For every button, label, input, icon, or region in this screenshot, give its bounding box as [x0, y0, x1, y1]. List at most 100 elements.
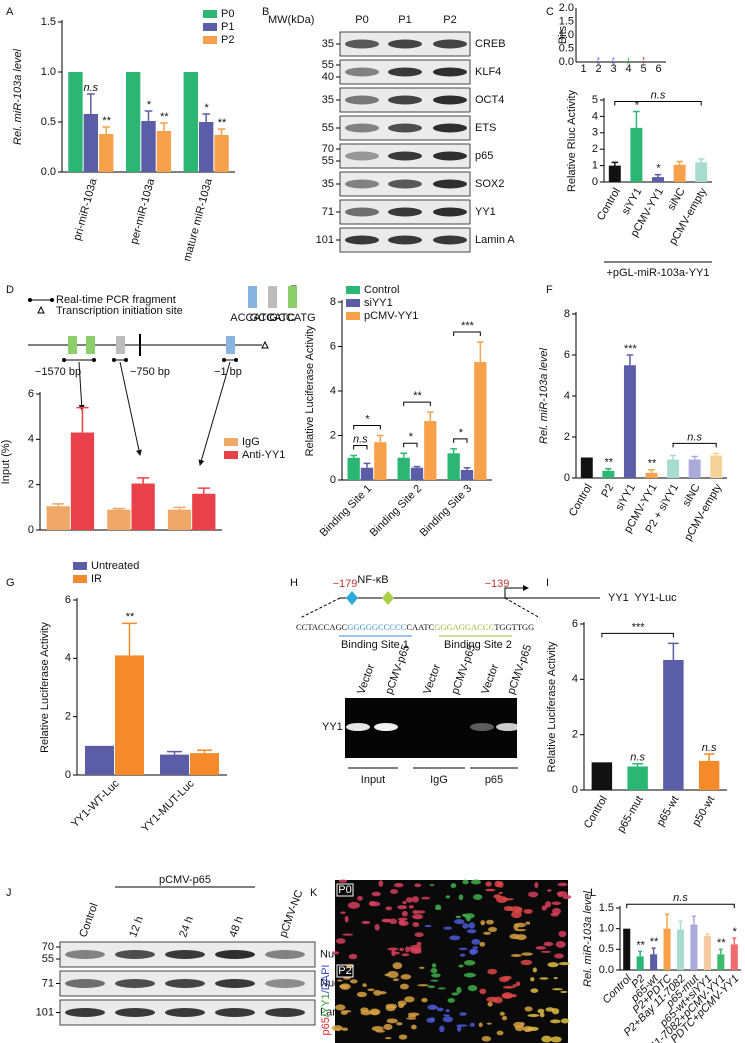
error-bar — [76, 406, 89, 433]
site-label: Binding Site 2 — [444, 639, 512, 651]
cell — [357, 895, 363, 901]
error-bar — [112, 507, 125, 510]
cell — [392, 962, 403, 970]
blot-band — [388, 39, 422, 49]
mw-label: 71 — [42, 977, 54, 989]
bar — [690, 924, 698, 970]
protein-label: SOX2 — [475, 178, 504, 190]
error-bar — [654, 173, 662, 178]
cell — [547, 889, 552, 892]
cell — [539, 977, 549, 980]
cell — [480, 920, 486, 926]
cell — [341, 1010, 352, 1013]
blot-band — [215, 979, 255, 988]
bracket-label: * — [365, 413, 370, 425]
significance-label: n.s — [83, 82, 98, 94]
y-tick-label: 2 — [330, 429, 336, 441]
sequence-part: GGGAGGACCC — [434, 622, 494, 632]
bracket-label: ** — [413, 390, 422, 402]
cell — [485, 881, 492, 887]
sequence-part: CCTACCAGC — [296, 622, 348, 632]
blot-band — [165, 950, 205, 959]
blot-band — [215, 950, 255, 959]
logo-tick-label: 0.0 — [559, 56, 574, 68]
bar — [156, 131, 172, 172]
cell — [487, 968, 498, 975]
zoom-line — [299, 597, 541, 619]
legend-swatch — [224, 451, 238, 459]
mw-label: 101 — [36, 1006, 54, 1018]
bar — [645, 472, 658, 478]
logo-position: 4 — [625, 63, 631, 75]
cell — [515, 928, 527, 932]
cell — [457, 1025, 462, 1032]
error-bar — [676, 160, 683, 165]
cell — [367, 988, 375, 992]
blot-band — [388, 123, 422, 133]
cell — [552, 988, 563, 991]
cell — [361, 920, 371, 925]
y-tick-label: 2 — [592, 143, 598, 155]
cell — [405, 946, 410, 953]
cell — [450, 883, 457, 889]
cell — [501, 992, 514, 999]
error-bar — [651, 947, 656, 955]
lane-label: 12 h — [127, 915, 146, 939]
bracket-label: n.s — [353, 433, 368, 445]
pcr-dot — [234, 358, 238, 362]
cell — [463, 972, 476, 978]
cell — [471, 938, 481, 945]
bar — [447, 453, 460, 480]
legend-label: Transcription initiation site — [56, 305, 183, 317]
significance-label: ** — [160, 111, 169, 123]
cell — [350, 979, 358, 984]
bar — [698, 760, 720, 790]
blot-band — [345, 207, 379, 217]
pcr-dot — [124, 358, 128, 362]
cell — [447, 998, 455, 1003]
legend-label: siYY1 — [364, 297, 393, 309]
cell — [356, 991, 367, 998]
diagram-arrows — [78, 361, 231, 466]
cell — [414, 883, 422, 888]
bracket-label: n.s — [673, 892, 688, 904]
cell — [528, 891, 539, 898]
cell — [411, 1024, 417, 1030]
cell — [421, 997, 428, 1003]
error-bar — [712, 452, 720, 456]
error-bar — [648, 469, 655, 473]
bar — [99, 134, 114, 172]
cell — [404, 996, 415, 1003]
position-label: −139 — [485, 578, 510, 590]
cell — [470, 879, 481, 885]
y-tick-label: 4 — [65, 652, 71, 664]
error-bar — [632, 762, 643, 767]
error-bar — [102, 126, 111, 134]
bar — [627, 766, 648, 790]
x-tick-label: P2 — [599, 482, 616, 500]
bar — [374, 442, 387, 480]
cell — [339, 984, 349, 989]
lane-group-label: pCMV-p65 — [159, 874, 211, 886]
cell — [553, 976, 558, 980]
y-tick-label: 1.0 — [599, 923, 614, 935]
pcr-dot — [112, 358, 116, 362]
cell — [525, 921, 531, 925]
motif-site — [86, 336, 95, 354]
cell — [459, 953, 466, 957]
cell — [427, 985, 436, 989]
blot-band — [433, 235, 467, 245]
cell — [510, 954, 522, 957]
cell — [456, 986, 462, 994]
y-tick-label: 4 — [28, 433, 34, 445]
y-tick-label: 0.0 — [41, 166, 56, 178]
blot-band — [345, 67, 379, 77]
cell — [539, 1012, 545, 1018]
error-bar — [450, 448, 457, 454]
cell — [532, 967, 537, 973]
cell — [397, 917, 408, 921]
mw-label: 101 — [316, 234, 334, 246]
y-tick-label: 0 — [28, 524, 34, 536]
blot-band — [265, 979, 305, 988]
